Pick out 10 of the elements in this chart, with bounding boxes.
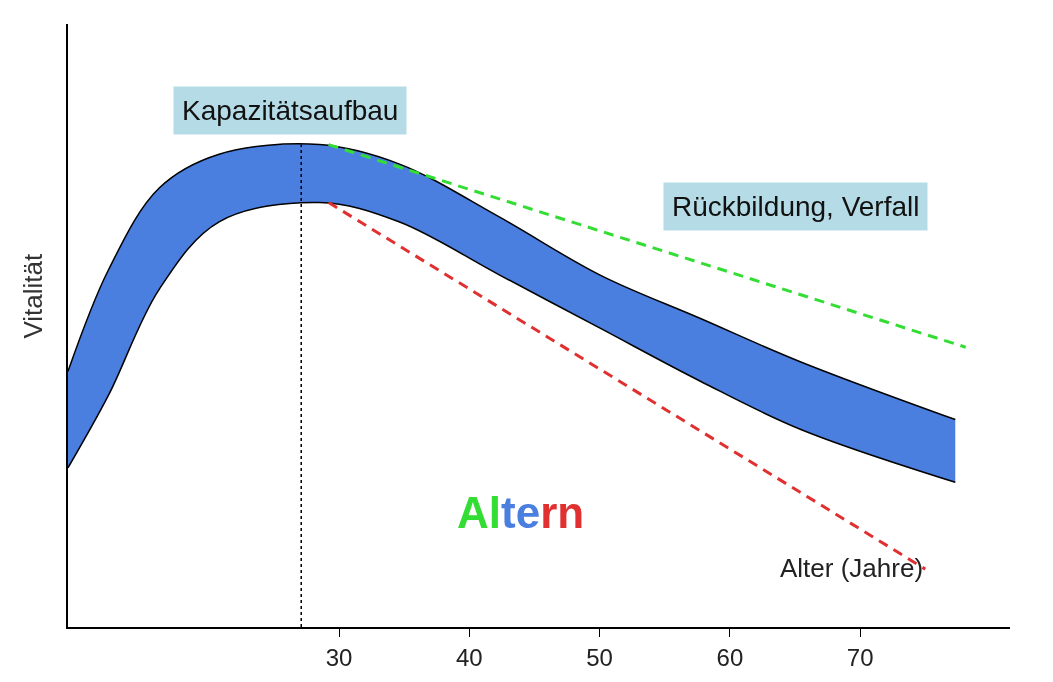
x-tick-label: 30	[325, 643, 353, 671]
x-tick-label: 60	[716, 643, 744, 671]
x-axis-title: Alter (Jahre)	[780, 553, 924, 583]
annotation: Altern	[457, 488, 585, 537]
text: Kapazitätsaufbau	[182, 95, 399, 126]
x-tick-label: 50	[586, 643, 613, 671]
x-tick-label: 40	[455, 643, 483, 671]
y-axis-title: Vitalität	[17, 252, 48, 339]
annotation: Rückbildung, Verfall	[672, 191, 920, 222]
x-tick-label: 70	[846, 643, 874, 671]
